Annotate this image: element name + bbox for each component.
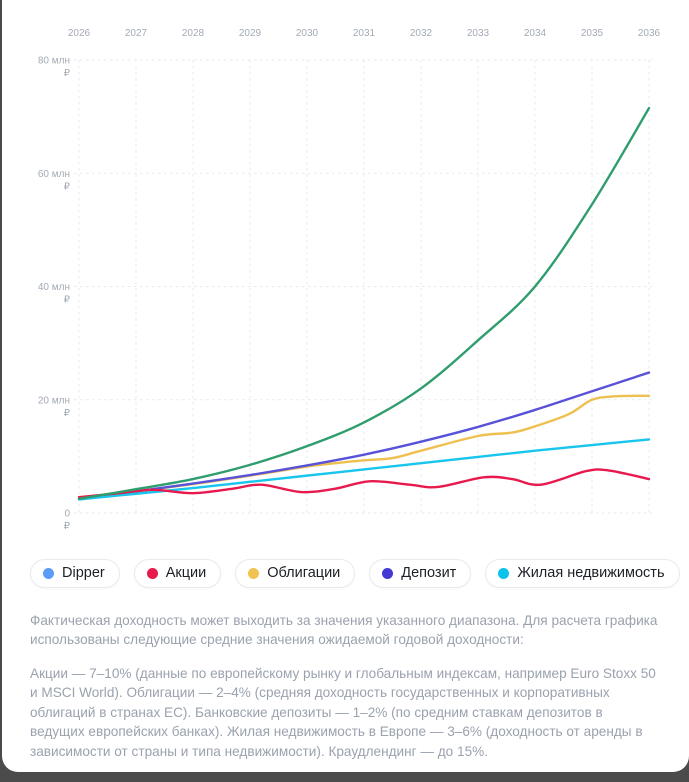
legend-label-akcii: Акции [165, 565, 207, 581]
y-axis-currency-label: ₽ [64, 181, 71, 192]
x-axis-year-label: 2034 [524, 28, 547, 39]
legend-label-obligacii: Облигации [267, 565, 341, 581]
disclaimer-paragraph-2: Акции — 7–10% (данные по европейскому ры… [30, 665, 656, 759]
disclaimer-paragraph-1: Фактическая доходность может выходить за… [30, 612, 658, 648]
growth-chart: 80 млн₽60 млн₽40 млн₽20 млн₽0₽2026 2027 20… [38, 28, 661, 532]
series-line-dipper [77, 106, 651, 501]
chart-legend: Dipper Акции Облигации Депозит Жилая нед… [2, 545, 689, 588]
x-axis-year-label: 2029 [239, 28, 262, 39]
legend-item-akcii[interactable]: Акции [133, 559, 222, 588]
x-axis-year-label: 2028 [182, 28, 205, 39]
obligacii-dot-icon [248, 567, 260, 579]
legend-label-dipper: Dipper [62, 565, 105, 581]
x-axis-year-label: 2030 [296, 28, 319, 39]
y-axis-tick-label: 0 [64, 509, 70, 520]
disclaimer-text: Фактическая доходность может выходить за… [2, 611, 689, 762]
y-axis-tick-label: 20 млн [38, 395, 70, 406]
x-axis-year-label: 2027 [125, 28, 148, 39]
x-axis-year-label: 2036 [638, 28, 661, 39]
y-axis-tick-label: 80 млн [38, 56, 70, 67]
y-axis-currency-label: ₽ [64, 521, 71, 532]
series-line-zhilaya-nedvizhimost [77, 438, 651, 501]
legend-item-obligacii[interactable]: Облигации [235, 559, 356, 588]
depozit-dot-icon [382, 567, 394, 579]
zhilaya-nedvizhimost-dot-icon [498, 567, 510, 579]
y-axis-currency-label: ₽ [64, 408, 71, 419]
y-axis-currency-label: ₽ [64, 68, 71, 79]
x-axis-year-label: 2032 [410, 28, 433, 39]
x-axis-year-label: 2033 [467, 28, 490, 39]
legend-label-depozit: Депозит [401, 565, 457, 581]
growth-chart-area: 80 млн ₽60 млн ₽40 млн ₽20 млн ₽0 ₽2026 2027 20… [2, 0, 689, 545]
series-line-akcii [77, 468, 651, 499]
y-axis-currency-label: ₽ [64, 295, 71, 306]
y-axis-tick-label: 60 млн [38, 169, 70, 180]
x-axis-year-label: 2026 [68, 28, 91, 39]
akcii-dot-icon [146, 567, 158, 579]
legend-item-zhilaya-nedvizhimost[interactable]: Жилая недвижимость [485, 559, 680, 588]
legend-label-zhilaya-nedvizhimost: Жилая недвижимость [517, 565, 665, 581]
series-line-depozit [77, 371, 651, 501]
legend-item-depozit[interactable]: Депозит [369, 559, 472, 588]
x-axis-year-label: 2031 [353, 28, 376, 39]
legend-item-dipper[interactable]: Dipper [30, 559, 120, 588]
dipper-dot-icon [43, 567, 54, 579]
x-axis-year-label: 2035 [581, 28, 604, 39]
y-axis-tick-label: 40 млн [38, 282, 70, 293]
